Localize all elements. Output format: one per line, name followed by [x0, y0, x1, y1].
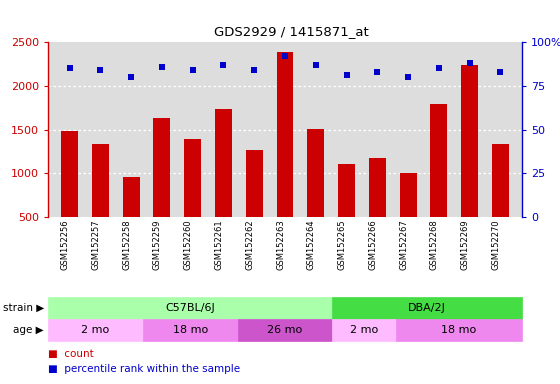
Bar [123, 177, 139, 261]
Text: GSM152264: GSM152264 [307, 219, 316, 270]
Bar [143, 319, 237, 341]
Text: DBA/2J: DBA/2J [408, 303, 446, 313]
Bar [492, 144, 509, 261]
Text: 26 mo: 26 mo [267, 325, 302, 335]
Point [96, 67, 105, 73]
Text: GSM152259: GSM152259 [153, 219, 162, 270]
Bar [461, 65, 478, 261]
Point [435, 65, 444, 71]
Bar [369, 158, 386, 261]
Point [65, 65, 74, 71]
Point [250, 67, 259, 73]
Bar [395, 319, 522, 341]
Bar [333, 297, 522, 319]
Point [127, 74, 136, 80]
Bar [400, 173, 417, 261]
Point [188, 67, 197, 73]
Bar [237, 319, 333, 341]
Bar [277, 51, 293, 261]
Point [373, 69, 382, 75]
Bar [92, 144, 109, 261]
Text: GSM152261: GSM152261 [214, 219, 223, 270]
Text: GDS2929 / 1415871_at: GDS2929 / 1415871_at [214, 25, 368, 38]
Text: GSM152263: GSM152263 [276, 219, 285, 270]
Text: GSM152266: GSM152266 [368, 219, 377, 270]
Text: ■  count: ■ count [48, 349, 94, 359]
Text: GSM152262: GSM152262 [245, 219, 254, 270]
Text: GSM152268: GSM152268 [430, 219, 439, 270]
Text: GSM152267: GSM152267 [399, 219, 408, 270]
Text: GSM152270: GSM152270 [492, 219, 501, 270]
Bar [307, 129, 324, 261]
Text: GSM152265: GSM152265 [338, 219, 347, 270]
Text: GSM152256: GSM152256 [60, 219, 69, 270]
Text: 18 mo: 18 mo [172, 325, 208, 335]
Point [496, 69, 505, 75]
Point [281, 53, 290, 59]
Text: C57BL/6J: C57BL/6J [165, 303, 215, 313]
Bar [48, 319, 143, 341]
Bar [246, 150, 263, 261]
Text: GSM152257: GSM152257 [91, 219, 100, 270]
Text: 2 mo: 2 mo [81, 325, 110, 335]
Bar [338, 164, 355, 261]
Bar [153, 118, 170, 261]
Point [342, 72, 351, 78]
Text: age ▶: age ▶ [13, 325, 44, 335]
Bar [184, 139, 201, 261]
Text: GSM152260: GSM152260 [184, 219, 193, 270]
Point [157, 63, 166, 70]
Text: ■  percentile rank within the sample: ■ percentile rank within the sample [48, 364, 240, 374]
Bar [215, 109, 232, 261]
Point [404, 74, 413, 80]
Text: 2 mo: 2 mo [350, 325, 378, 335]
Bar [333, 319, 395, 341]
Bar [48, 297, 333, 319]
Point [311, 62, 320, 68]
Bar [431, 104, 447, 261]
Text: GSM152269: GSM152269 [461, 219, 470, 270]
Text: strain ▶: strain ▶ [3, 303, 44, 313]
Point [465, 60, 474, 66]
Text: 18 mo: 18 mo [441, 325, 477, 335]
Text: GSM152258: GSM152258 [122, 219, 131, 270]
Point [219, 62, 228, 68]
Bar [61, 131, 78, 261]
